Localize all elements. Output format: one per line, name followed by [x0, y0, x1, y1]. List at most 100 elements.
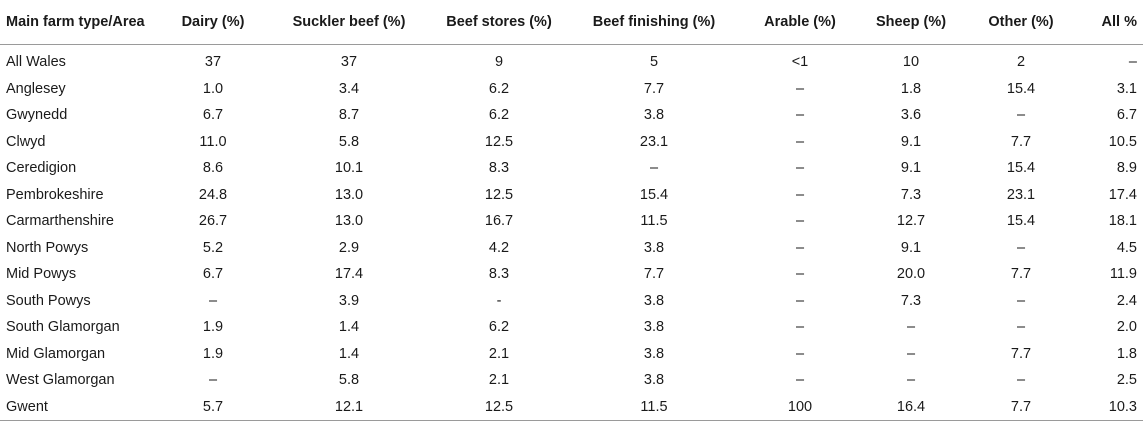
cell-sheep: –	[906, 319, 916, 336]
column-header-beef-finishing: Beef finishing (%)	[569, 0, 739, 45]
cell-other: –	[1016, 292, 1026, 309]
cell-arable: –	[795, 292, 805, 309]
table-row: Mid Powys 6.7 17.4 8.3 7.7 – 20.0 7.7 11.9	[0, 261, 1143, 288]
cell-dairy: –	[208, 372, 218, 389]
cell-other: –	[1016, 107, 1026, 124]
cell-suckler-beef: 3.9	[338, 292, 360, 309]
cell-beef-finishing: 7.7	[643, 80, 665, 97]
cell-sheep: –	[906, 345, 916, 362]
cell-beef-stores: 8.3	[488, 266, 510, 283]
cell-suckler-beef: 5.8	[338, 372, 360, 389]
cell-all: 2.5	[1116, 372, 1137, 389]
row-label: West Glamorgan	[6, 372, 115, 389]
table-row: All Wales 37 37 9 5 <1 10 2 –	[0, 45, 1143, 76]
table-row: North Powys 5.2 2.9 4.2 3.8 – 9.1 – 4.5	[0, 235, 1143, 262]
cell-beef-finishing: 23.1	[639, 133, 669, 150]
cell-sheep: 16.4	[861, 393, 961, 421]
cell-beef-finishing: 7.7	[643, 266, 665, 283]
cell-arable: –	[795, 345, 805, 362]
cell-sheep: 9.1	[900, 133, 922, 150]
cell-dairy: 26.7	[198, 213, 228, 230]
cell-suckler-beef: 12.1	[269, 393, 429, 421]
cell-other: 15.4	[1006, 160, 1036, 177]
cell-beef-stores: 12.5	[484, 186, 514, 203]
cell-suckler-beef: 5.8	[338, 133, 360, 150]
table-row: South Glamorgan 1.9 1.4 6.2 3.8 – – – 2.0	[0, 314, 1143, 341]
cell-beef-finishing: 3.8	[643, 319, 665, 336]
cell-suckler-beef: 1.4	[338, 319, 360, 336]
cell-arable: –	[795, 266, 805, 283]
cell-other: 7.7	[1010, 345, 1032, 362]
cell-sheep: –	[906, 372, 916, 389]
cell-arable: –	[795, 239, 805, 256]
cell-beef-finishing: 11.5	[569, 393, 739, 421]
cell-other: 7.7	[1010, 133, 1032, 150]
table-row: South Powys – 3.9 - 3.8 – 7.3 – 2.4	[0, 288, 1143, 315]
cell-arable: <1	[791, 54, 809, 71]
cell-sheep: 3.6	[900, 107, 922, 124]
cell-all: 2.0	[1116, 319, 1137, 336]
column-header-dairy: Dairy (%)	[157, 0, 269, 45]
cell-dairy: 1.0	[202, 80, 224, 97]
cell-beef-stores: 9	[494, 54, 504, 71]
cell-all: 10.3	[1081, 393, 1143, 421]
cell-all: 3.1	[1116, 80, 1137, 97]
row-label: North Powys	[6, 239, 89, 256]
cell-sheep: 20.0	[896, 266, 926, 283]
cell-arable: –	[795, 80, 805, 97]
row-label: Mid Powys	[6, 266, 77, 283]
cell-all: 10.5	[1108, 133, 1137, 150]
column-header-area: Main farm type/Area	[0, 0, 157, 45]
table-row: Gwent 5.7 12.1 12.5 11.5 100 16.4 7.7 10.3	[0, 393, 1143, 421]
cell-beef-finishing: 11.5	[640, 213, 668, 230]
cell-beef-stores: 6.2	[488, 80, 510, 97]
cell-all: 1.8	[1116, 345, 1137, 362]
row-label: South Powys	[6, 292, 91, 309]
table-row: Pembrokeshire 24.8 13.0 12.5 15.4 – 7.3 23.1 17.…	[0, 182, 1143, 209]
cell-beef-finishing: 3.8	[643, 372, 665, 389]
cell-all: 4.5	[1116, 239, 1137, 256]
table-row: West Glamorgan – 5.8 2.1 3.8 – – – 2.5	[0, 367, 1143, 394]
cell-beef-stores: 2.1	[488, 345, 510, 362]
cell-arable: –	[795, 213, 805, 230]
cell-dairy: –	[208, 292, 218, 309]
cell-other: 2	[1016, 54, 1026, 71]
cell-beef-finishing: 3.8	[643, 107, 665, 124]
cell-suckler-beef: 10.1	[334, 160, 364, 177]
table-row: Clwyd 11.0 5.8 12.5 23.1 – 9.1 7.7 10.5	[0, 129, 1143, 156]
cell-beef-finishing: 15.4	[639, 186, 669, 203]
cell-beef-finishing: 3.8	[643, 345, 665, 362]
cell-suckler-beef: 37	[340, 54, 358, 71]
row-label: Pembrokeshire	[6, 186, 104, 203]
cell-arable: 100	[739, 393, 861, 421]
table-row: Anglesey 1.0 3.4 6.2 7.7 – 1.8 15.4 3.1	[0, 76, 1143, 103]
cell-dairy: 11.0	[199, 133, 227, 150]
cell-dairy: 5.2	[202, 239, 224, 256]
row-label: Ceredigion	[6, 160, 77, 177]
cell-all: –	[1128, 54, 1137, 71]
cell-dairy: 37	[204, 54, 222, 71]
cell-other: 23.1	[1006, 186, 1036, 203]
cell-all: 8.9	[1116, 160, 1137, 177]
cell-other: –	[1016, 372, 1026, 389]
column-header-other: Other (%)	[961, 0, 1081, 45]
cell-beef-finishing: 3.8	[643, 292, 665, 309]
cell-suckler-beef: 17.4	[334, 266, 364, 283]
table-header: Main farm type/Area Dairy (%) Suckler beef…	[0, 0, 1143, 45]
cell-beef-finishing: –	[649, 160, 659, 177]
cell-suckler-beef: 13.0	[334, 186, 364, 203]
table-row: Ceredigion 8.6 10.1 8.3 – – 9.1 15.4 8.9	[0, 155, 1143, 182]
column-header-arable: Arable (%)	[739, 0, 861, 45]
row-label: Gwynedd	[6, 107, 68, 124]
cell-dairy: 6.7	[202, 107, 224, 124]
cell-beef-stores: 12.5	[484, 133, 514, 150]
cell-sheep: 7.3	[900, 186, 922, 203]
table-row: Mid Glamorgan 1.9 1.4 2.1 3.8 – – 7.7 1.8	[0, 341, 1143, 368]
cell-sheep: 1.8	[900, 80, 922, 97]
cell-sheep: 9.1	[900, 160, 922, 177]
cell-sheep: 12.7	[896, 213, 926, 230]
cell-beef-stores: 12.5	[429, 393, 569, 421]
cell-other: 7.7	[961, 393, 1081, 421]
row-label: Anglesey	[6, 80, 66, 97]
